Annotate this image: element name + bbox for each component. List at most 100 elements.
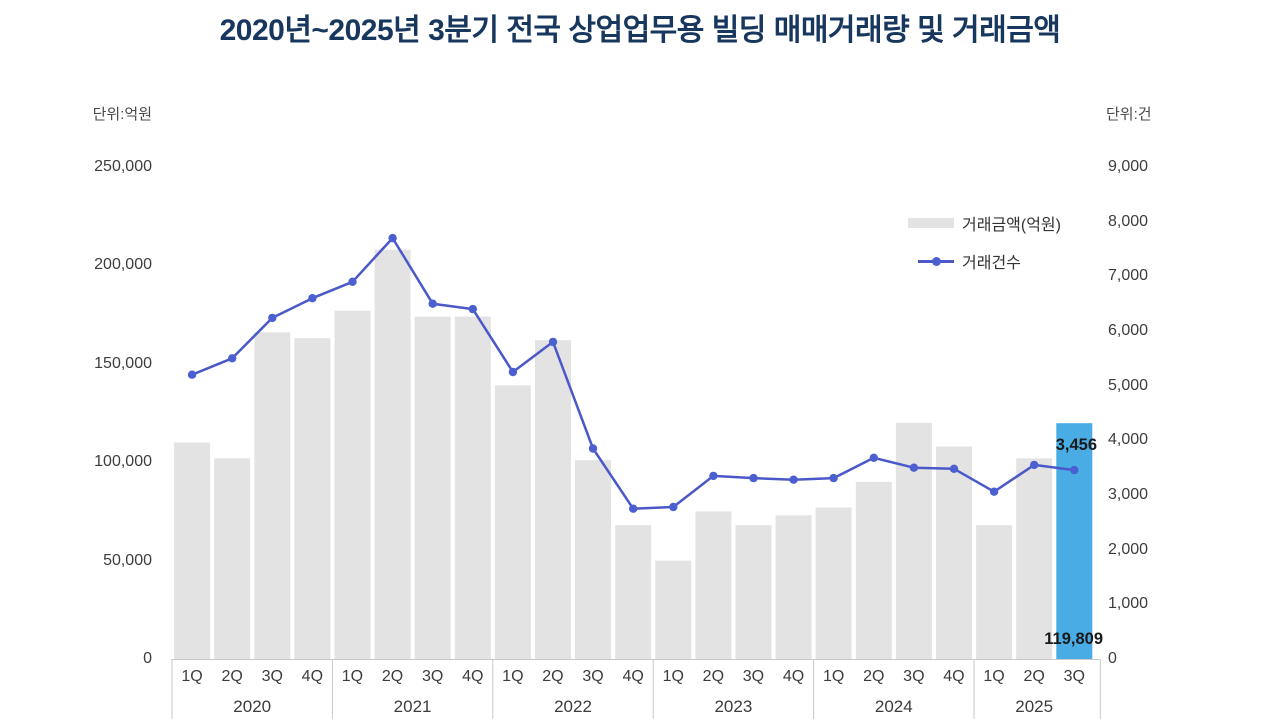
right-tick-2000: 2,000: [1108, 540, 1149, 558]
bar-2023-2Q: [695, 511, 732, 659]
left-tick-50000: 50,000: [103, 551, 152, 569]
bar-2023-4Q: [775, 515, 812, 659]
left-tick-100000: 100,000: [94, 453, 152, 471]
line-point-2020-4Q: [308, 294, 317, 303]
quarter-label-2023-4Q: 4Q: [782, 668, 805, 685]
quarter-label-2022-4Q: 4Q: [622, 668, 644, 685]
right-axis-unit-label: 단위:건: [1106, 106, 1152, 123]
right-tick-9000: 9,000: [1108, 158, 1149, 175]
right-tick-8000: 8,000: [1108, 212, 1149, 230]
bar-2024-3Q: [895, 422, 932, 659]
year-label-2025: 2025: [1015, 697, 1054, 716]
bar-2022-4Q: [615, 525, 652, 659]
count-legend-marker-dot: [932, 256, 941, 266]
line-point-2023-3Q: [749, 473, 758, 483]
quarter-label-2020-3Q: 3Q: [261, 668, 283, 685]
quarter-label-2020-2Q: 2Q: [221, 668, 243, 685]
left-tick-250000: 250,000: [94, 158, 152, 175]
year-label-2022: 2022: [554, 697, 592, 716]
line-point-2022-3Q: [588, 444, 598, 453]
bar-2022-1Q: [494, 385, 531, 659]
right-tick-7000: 7,000: [1108, 267, 1149, 285]
right-tick-1000: 1,000: [1108, 595, 1149, 613]
amount-legend-swatch: [908, 218, 954, 228]
right-tick-4000: 4,000: [1108, 431, 1149, 449]
quarter-label-2025-1Q: 1Q: [983, 668, 1005, 685]
line-point-2020-3Q: [268, 313, 277, 323]
chart-legend: 거래금액(억원) 거래건수: [908, 212, 1061, 288]
line-point-2020-1Q: [187, 370, 197, 379]
line-point-2024-3Q: [909, 463, 919, 472]
line-point-2024-4Q: [949, 464, 959, 473]
amount-data-label: 119,809: [1044, 630, 1103, 648]
bar-2020-2Q: [214, 458, 251, 659]
line-point-2024-1Q: [829, 473, 838, 483]
line-point-2023-4Q: [789, 475, 798, 484]
quarter-label-2023-1Q: 1Q: [662, 668, 684, 685]
year-label-2024: 2024: [874, 697, 913, 716]
line-point-2024-2Q: [869, 453, 878, 462]
line-point-2023-2Q: [709, 471, 718, 481]
line-point-2021-1Q: [348, 277, 357, 286]
bar-2024-4Q: [936, 446, 972, 659]
line-point-2023-1Q: [669, 502, 678, 512]
quarter-label-2023-2Q: 2Q: [702, 668, 725, 685]
year-label-2020: 2020: [233, 697, 272, 716]
count-legend-label: 거래건수: [962, 255, 1021, 272]
quarter-label-2024-3Q: 3Q: [903, 668, 925, 685]
bar-2021-1Q: [334, 310, 371, 659]
left-axis-unit-label: 단위:억원: [92, 106, 152, 123]
left-tick-0: 0: [143, 650, 152, 667]
legend-row-amount: 거래금액(억원): [908, 212, 1061, 234]
quarter-label-2022-3Q: 3Q: [582, 668, 604, 685]
left-tick-150000: 150,000: [94, 354, 152, 372]
line-point-2022-1Q: [508, 367, 518, 377]
quarter-label-2023-3Q: 3Q: [742, 668, 765, 685]
quarter-label-2021-4Q: 4Q: [462, 668, 484, 685]
legend-row-count: 거래건수: [908, 250, 1061, 272]
bar-2023-3Q: [735, 525, 772, 659]
bar-2025-3Q: [1056, 423, 1093, 659]
quarter-label-2024-2Q: 2Q: [863, 668, 885, 685]
line-point-2025-2Q: [1030, 460, 1039, 470]
quarter-label-2025-3Q: 3Q: [1063, 668, 1085, 685]
line-point-2020-2Q: [228, 354, 237, 363]
right-tick-5000: 5,000: [1108, 376, 1149, 394]
line-point-2022-2Q: [548, 337, 558, 347]
bar-2024-2Q: [855, 481, 892, 659]
count-legend-line: [918, 256, 954, 266]
bar-2021-2Q: [374, 249, 411, 659]
chart-title: 2020년~2025년 3분기 전국 상업업무용 빌딩 매매거래량 및 거래금액: [219, 14, 1061, 47]
bar-2021-4Q: [454, 316, 491, 659]
bar-2023-1Q: [655, 560, 692, 659]
bar-2025-2Q: [1016, 458, 1053, 659]
quarter-label-2024-4Q: 4Q: [943, 668, 965, 685]
line-point-2022-4Q: [629, 504, 638, 513]
right-tick-6000: 6,000: [1108, 322, 1149, 339]
bar-2020-1Q: [174, 442, 211, 659]
quarter-label-2020-4Q: 4Q: [301, 668, 324, 685]
quarter-label-2025-2Q: 2Q: [1023, 668, 1045, 685]
count-data-label: 3,456: [1055, 436, 1097, 454]
left-tick-200000: 200,000: [94, 256, 152, 274]
bar-2022-2Q: [535, 340, 571, 659]
amount-legend-label: 거래금액(억원): [962, 217, 1061, 234]
year-label-2023: 2023: [714, 697, 753, 716]
bar-2025-1Q: [976, 525, 1013, 659]
quarter-label-2021-3Q: 3Q: [421, 668, 444, 685]
quarter-label-2022-2Q: 2Q: [542, 668, 564, 685]
line-point-2021-4Q: [468, 304, 477, 314]
quarter-label-2020-1Q: 1Q: [181, 668, 203, 685]
line-point-2025-3Q: [1070, 465, 1079, 475]
quarter-label-2024-1Q: 1Q: [822, 668, 845, 685]
right-tick-0: 0: [1108, 650, 1117, 667]
bar-2022-3Q: [575, 460, 611, 659]
year-label-2021: 2021: [393, 697, 432, 716]
bar-2024-1Q: [815, 507, 852, 659]
bar-2020-4Q: [294, 338, 331, 659]
quarter-label-2022-1Q: 1Q: [502, 668, 524, 685]
bar-2020-3Q: [254, 332, 291, 659]
right-tick-3000: 3,000: [1108, 486, 1149, 503]
